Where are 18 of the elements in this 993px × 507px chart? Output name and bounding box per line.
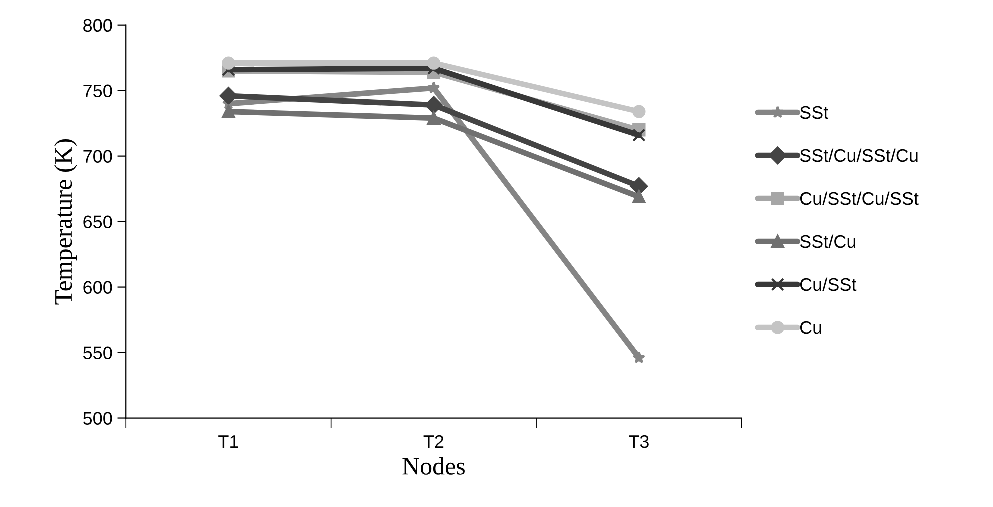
y-tick-label: 750 xyxy=(84,84,112,98)
y-tick-label: 800 xyxy=(84,19,112,32)
y-tick-label: 700 xyxy=(84,150,112,164)
legend-label: Cu/SSt xyxy=(800,278,857,292)
y-tick-label: 550 xyxy=(84,346,112,360)
legend-label: Cu/SSt/Cu/SSt xyxy=(800,192,919,206)
legend-label: SSt xyxy=(800,106,829,120)
x-tick-label: T2 xyxy=(424,435,444,448)
y-tick-label: 650 xyxy=(84,216,112,229)
x-tick-label: T3 xyxy=(629,435,649,448)
y-tick-label: 600 xyxy=(84,281,112,294)
legend-label: SSt/Cu xyxy=(800,234,856,248)
legend-label: SSt/Cu/SSt/Cu xyxy=(800,148,918,162)
legend-label: Cu xyxy=(800,321,822,334)
y-axis-title: Temperature (K) xyxy=(54,139,78,305)
x-tick-label: T1 xyxy=(218,436,238,448)
x-axis-title: Nodes xyxy=(402,457,465,475)
y-tick-label: 500 xyxy=(84,412,112,425)
